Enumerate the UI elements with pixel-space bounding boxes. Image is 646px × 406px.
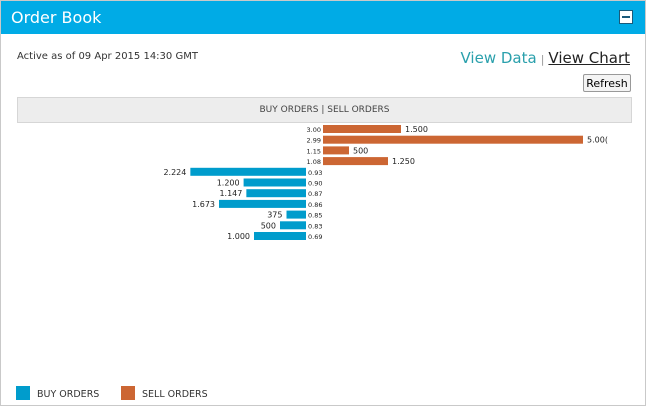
active-timestamp: Active as of 09 Apr 2015 14:30 GMT <box>17 51 198 62</box>
sell-qty-label: 1.500 <box>405 125 428 134</box>
sell-bar <box>323 135 583 144</box>
chart-title-bar: BUY ORDERS | SELL ORDERS <box>17 97 632 123</box>
collapse-icon[interactable] <box>619 10 633 24</box>
sell-bar <box>323 146 349 155</box>
buy-price-label: 0.69 <box>308 233 322 241</box>
buy-qty-label: 1.673 <box>192 200 215 209</box>
view-links: View Data | View Chart <box>461 49 631 67</box>
buy-bar <box>286 210 306 219</box>
sell-price-label: 2.99 <box>307 137 321 145</box>
panel-header: Order Book <box>1 1 645 34</box>
buy-qty-label: 1.147 <box>219 189 242 198</box>
sell-qty-label: 5.00( <box>587 136 608 145</box>
legend-sell-swatch <box>121 386 135 400</box>
sell-qty-label: 500 <box>353 146 368 155</box>
sell-qty-label: 1.250 <box>392 157 415 166</box>
legend-sell-label: SELL ORDERS <box>142 389 208 400</box>
buy-qty-label: 2.224 <box>163 168 186 177</box>
buy-qty-label: 375 <box>267 211 282 220</box>
sell-price-label: 3.00 <box>307 126 321 134</box>
view-data-link[interactable]: View Data <box>460 49 537 67</box>
panel-title: Order Book <box>11 8 102 27</box>
buy-price-label: 0.90 <box>308 180 322 188</box>
buy-qty-label: 1.200 <box>217 179 240 188</box>
legend: BUY ORDERS SELL ORDERS <box>0 386 646 406</box>
sell-price-label: 1.15 <box>307 147 321 155</box>
sell-bar <box>323 125 401 133</box>
buy-price-label: 0.85 <box>308 212 322 220</box>
link-separator: | <box>540 53 545 66</box>
buy-qty-label: 1.000 <box>227 232 250 241</box>
buy-bar <box>280 221 306 230</box>
sell-bar <box>323 157 388 166</box>
buy-price-label: 0.83 <box>308 222 322 230</box>
refresh-button[interactable]: Refresh <box>583 74 631 92</box>
buy-bar <box>254 232 306 240</box>
buy-bar <box>243 178 306 187</box>
sell-price-label: 1.08 <box>307 158 321 166</box>
buy-bar <box>219 199 306 208</box>
buy-bar <box>246 189 306 198</box>
buy-price-label: 0.93 <box>308 169 322 177</box>
legend-buy-label: BUY ORDERS <box>37 389 100 400</box>
buy-price-label: 0.87 <box>308 190 322 198</box>
view-chart-link[interactable]: View Chart <box>548 49 630 67</box>
chart-title: BUY ORDERS | SELL ORDERS <box>259 105 390 115</box>
buy-price-label: 0.86 <box>308 201 322 209</box>
buy-bar <box>190 167 306 176</box>
legend-buy-swatch <box>16 386 30 400</box>
buy-qty-label: 500 <box>261 221 276 230</box>
